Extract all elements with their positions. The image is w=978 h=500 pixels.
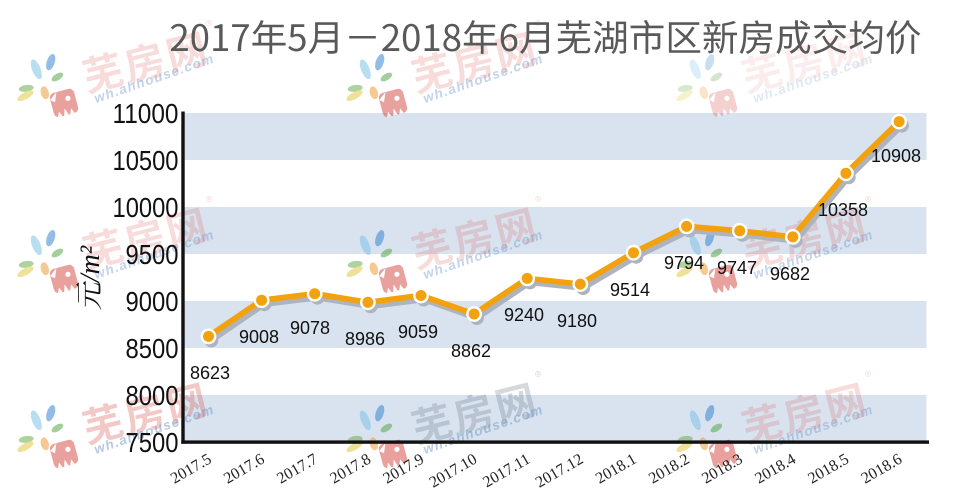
svg-text:9180: 9180 <box>557 311 597 331</box>
svg-text:9747: 9747 <box>717 258 757 278</box>
svg-text:9500: 9500 <box>126 239 179 270</box>
svg-text:9078: 9078 <box>290 318 330 338</box>
svg-text:10908: 10908 <box>871 146 921 166</box>
svg-text:8862: 8862 <box>451 341 491 361</box>
svg-text:8000: 8000 <box>126 380 179 411</box>
svg-text:9059: 9059 <box>398 322 438 342</box>
svg-text:11000: 11000 <box>113 98 179 129</box>
svg-text:9240: 9240 <box>504 305 544 325</box>
svg-text:8986: 8986 <box>345 329 385 349</box>
svg-text:9000: 9000 <box>126 286 179 317</box>
svg-text:7500: 7500 <box>126 427 179 458</box>
svg-text:9514: 9514 <box>610 280 650 300</box>
svg-text:9008: 9008 <box>239 327 279 347</box>
svg-text:10500: 10500 <box>113 145 179 176</box>
svg-text:8500: 8500 <box>126 333 179 364</box>
svg-text:9794: 9794 <box>664 253 704 273</box>
svg-text:9682: 9682 <box>770 264 810 284</box>
svg-text:10358: 10358 <box>818 200 868 220</box>
svg-text:10000: 10000 <box>113 192 179 223</box>
svg-text:8623: 8623 <box>190 363 230 383</box>
